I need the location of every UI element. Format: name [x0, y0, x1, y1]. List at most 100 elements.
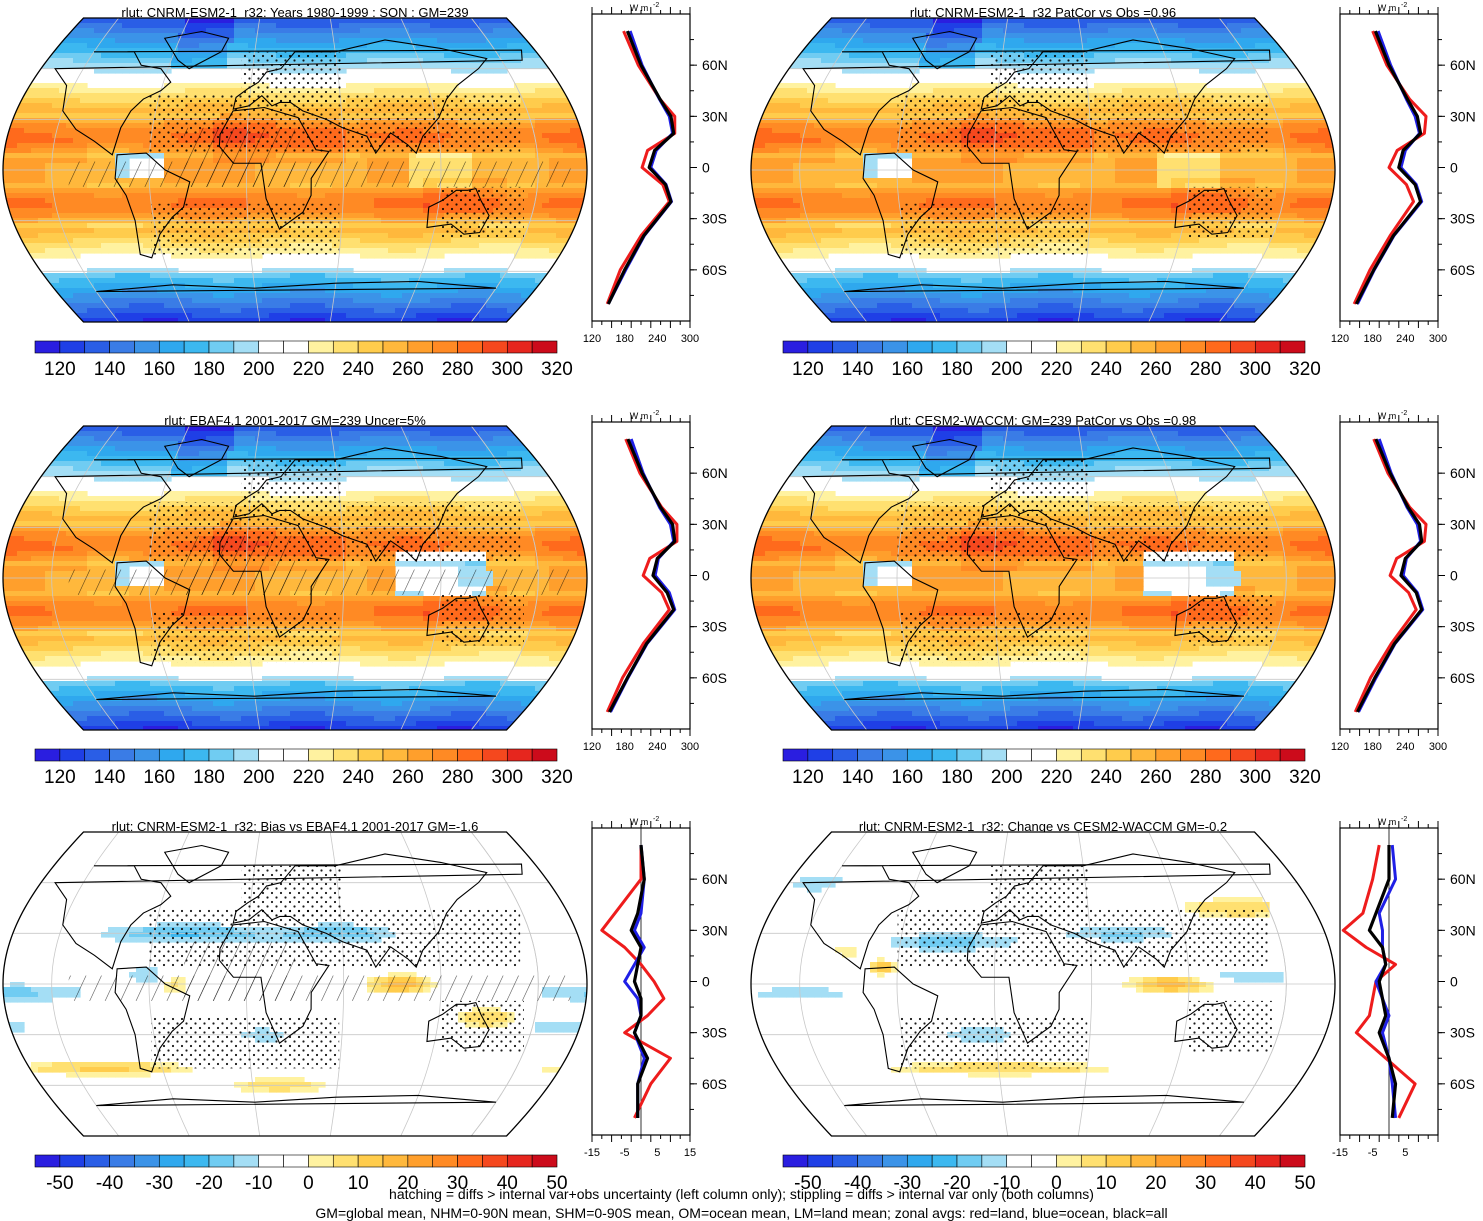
- zonal-x-label: 300: [681, 333, 699, 345]
- zonal-x-label: 5: [1402, 1147, 1408, 1159]
- coastline: [980, 853, 1236, 969]
- colorbar-label: 300: [1239, 359, 1271, 380]
- colorbar-box: [457, 340, 483, 354]
- colorbar-box: [109, 748, 135, 762]
- colorbar-label: 200: [243, 767, 275, 788]
- colorbar-box: [357, 1154, 384, 1168]
- colorbar-box: [807, 748, 834, 762]
- zonal-units-sup: -2: [653, 816, 659, 823]
- colorbar-label: 300: [1239, 767, 1271, 788]
- colorbar-label: 220: [293, 359, 325, 380]
- zonal-lat-label: 60N: [702, 465, 728, 481]
- zonal-units-sup: -2: [653, 410, 659, 417]
- zonal-lat-label: 60S: [1450, 670, 1475, 686]
- colorbar-box: [109, 340, 135, 354]
- colorbar-box: [183, 748, 210, 762]
- coastline: [218, 106, 330, 230]
- colorbar-box: [857, 748, 883, 762]
- zonal-x-label: 240: [648, 741, 666, 753]
- colorbar-label: 140: [842, 767, 874, 788]
- coastline: [232, 39, 488, 155]
- colorbar-label: 180: [941, 767, 973, 788]
- colorbar-box: [482, 748, 508, 762]
- map-border: [750, 17, 1336, 323]
- colorbar-box: [258, 748, 284, 762]
- colorbar-box: [308, 1154, 334, 1168]
- colorbar-label: 240: [1090, 359, 1122, 380]
- colorbar-box: [782, 1154, 809, 1168]
- colorbar-label: 260: [1140, 359, 1172, 380]
- colorbar-box: [84, 1154, 110, 1168]
- coastline: [844, 688, 1245, 701]
- colorbar-box: [233, 1154, 260, 1168]
- coastline: [966, 106, 1078, 230]
- colorbar-label: 220: [1041, 359, 1073, 380]
- zonal-line-all: [1354, 30, 1423, 305]
- colorbar-label: 20: [1145, 1173, 1166, 1194]
- colorbar-label: 240: [1090, 767, 1122, 788]
- colorbar-box: [258, 1154, 284, 1168]
- colorbar-box: [34, 340, 61, 354]
- colorbar-label: 260: [392, 359, 424, 380]
- colorbar-box: [807, 1154, 834, 1168]
- colorbar-label: 40: [497, 1173, 518, 1194]
- zonal-lat-label: 60S: [1450, 1076, 1475, 1092]
- zonal-units: W m: [630, 3, 649, 13]
- coastline: [980, 447, 1236, 563]
- colorbar-box: [931, 340, 958, 354]
- zonal-lat-label: 60S: [702, 670, 727, 686]
- zonal-x-label: 5: [654, 1147, 660, 1159]
- zonal-lat-label: 30S: [1450, 619, 1475, 635]
- zonal-line-all: [629, 844, 650, 1118]
- coastline: [802, 457, 1271, 564]
- zonal-lat-label: 60N: [1450, 57, 1476, 73]
- colorbar-box: [407, 1154, 434, 1168]
- colorbar-box: [134, 748, 160, 762]
- colorbar-box: [308, 748, 334, 762]
- zonal-lat-label: 30S: [702, 1025, 727, 1041]
- zonal-units: W m: [630, 411, 649, 421]
- coastline: [96, 1094, 497, 1107]
- zonal-lat-label: 30N: [702, 108, 728, 124]
- colorbar-box: [183, 1154, 210, 1168]
- zonal-units-sup: -2: [1401, 2, 1407, 9]
- colorbar-box: [832, 340, 858, 354]
- colorbar-box: [1180, 340, 1206, 354]
- zonal-units: W m: [1378, 3, 1397, 13]
- panel-1: rlut: CNRM-ESM2-1_r32: Years 1980-1999 :…: [2, 2, 728, 380]
- colorbar-box: [158, 748, 185, 762]
- coastline: [911, 844, 978, 884]
- colorbar-label: 140: [94, 359, 126, 380]
- colorbar-box: [59, 748, 86, 762]
- zonal-x-label: 300: [1429, 741, 1447, 753]
- colorbar-box: [134, 1154, 160, 1168]
- colorbar-box: [882, 748, 908, 762]
- zonal-lat-label: 30S: [702, 211, 727, 227]
- coastline: [114, 966, 191, 1073]
- colorbar-box: [332, 748, 359, 762]
- colorbar-box: [882, 1154, 908, 1168]
- colorbar-label: 180: [941, 359, 973, 380]
- colorbar-box: [531, 1154, 558, 1168]
- panel-title: rlut: CNRM-ESM2-1_r32: Bias vs EBAF4.1 2…: [112, 819, 479, 834]
- colorbar-box: [432, 340, 458, 354]
- zonal-x-label: 15: [684, 1147, 696, 1159]
- panel-title: rlut: CESM2-WACCM: GM=239 PatCor vs Obs …: [890, 413, 1197, 428]
- footer-line-2: GM=global mean, NHM=0-90N mean, SHM=0-90…: [315, 1205, 1168, 1221]
- colorbar-box: [283, 748, 309, 762]
- colorbar-box: [407, 340, 434, 354]
- coastline: [1174, 595, 1238, 643]
- colorbar-box: [59, 1154, 86, 1168]
- zonal-line-land: [605, 30, 677, 305]
- colorbar-label: 30: [447, 1173, 468, 1194]
- colorbar-box: [1230, 1154, 1256, 1168]
- colorbar-label: 320: [541, 767, 573, 788]
- map-border: [2, 425, 588, 731]
- zonal-units: W m: [1378, 817, 1397, 827]
- colorbar-box: [1006, 340, 1032, 354]
- colorbar-box: [906, 1154, 933, 1168]
- colorbar-label: 120: [792, 767, 824, 788]
- coastline: [980, 39, 1236, 155]
- colorbar-label: 180: [193, 359, 225, 380]
- colorbar-label: -30: [146, 1173, 173, 1194]
